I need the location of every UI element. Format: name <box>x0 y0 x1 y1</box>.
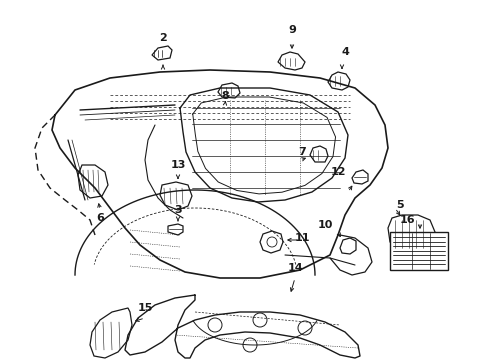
Polygon shape <box>218 83 240 98</box>
Polygon shape <box>160 182 192 210</box>
Circle shape <box>243 338 257 352</box>
Text: 7: 7 <box>298 147 306 157</box>
Polygon shape <box>352 170 368 184</box>
Polygon shape <box>90 308 132 358</box>
Text: 5: 5 <box>396 200 404 210</box>
Text: 3: 3 <box>174 205 182 215</box>
Polygon shape <box>328 72 350 90</box>
Text: 14: 14 <box>287 263 303 273</box>
Text: 15: 15 <box>137 303 153 313</box>
Circle shape <box>298 321 312 335</box>
Bar <box>390 232 448 270</box>
Text: 10: 10 <box>318 220 333 230</box>
Polygon shape <box>260 231 283 253</box>
Text: 11: 11 <box>294 233 310 243</box>
Polygon shape <box>168 224 183 235</box>
Polygon shape <box>388 215 435 252</box>
Text: 6: 6 <box>96 213 104 223</box>
Text: 12: 12 <box>330 167 346 177</box>
Polygon shape <box>340 238 356 254</box>
Polygon shape <box>78 165 108 198</box>
Polygon shape <box>278 52 305 70</box>
Circle shape <box>253 313 267 327</box>
Circle shape <box>267 237 277 247</box>
Text: 2: 2 <box>159 33 167 43</box>
Text: 8: 8 <box>221 91 229 101</box>
Text: 16: 16 <box>399 215 415 225</box>
Text: 13: 13 <box>171 160 186 170</box>
Text: 4: 4 <box>341 47 349 57</box>
Polygon shape <box>152 46 172 60</box>
Text: 9: 9 <box>288 25 296 35</box>
Circle shape <box>208 318 222 332</box>
Polygon shape <box>310 146 328 162</box>
